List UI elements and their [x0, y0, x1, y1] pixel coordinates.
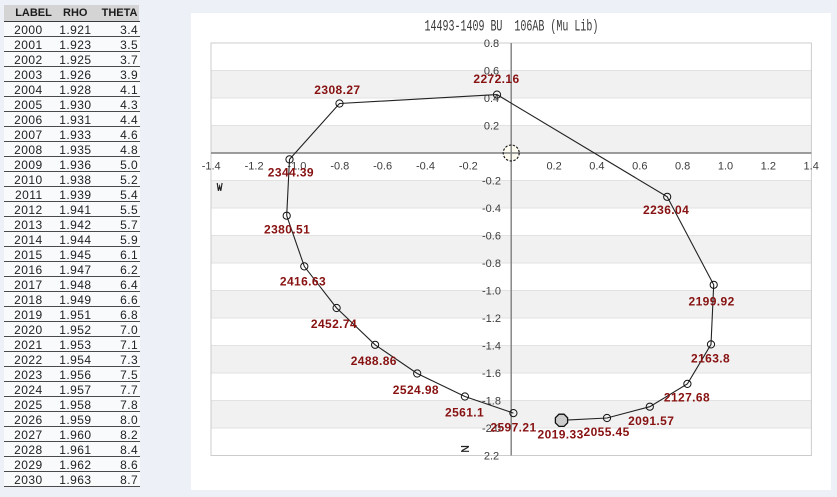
svg-text:2561.1: 2561.1: [445, 406, 484, 420]
svg-text:2163.8: 2163.8: [691, 352, 730, 366]
svg-text:2272.16: 2272.16: [473, 72, 519, 86]
svg-text:0.6: 0.6: [632, 161, 647, 173]
svg-text:0.4: 0.4: [589, 161, 604, 173]
svg-text:2.2: 2.2: [484, 451, 499, 463]
svg-text:-0.8: -0.8: [330, 161, 349, 173]
svg-text:2488.86: 2488.86: [351, 354, 397, 368]
svg-text:2055.45: 2055.45: [584, 425, 630, 439]
svg-text:-0.6: -0.6: [373, 161, 392, 173]
svg-text:-2.0: -2.0: [482, 423, 501, 435]
svg-text:2127.68: 2127.68: [664, 391, 710, 405]
svg-text:2597.21: 2597.21: [490, 421, 536, 435]
svg-text:2091.57: 2091.57: [628, 414, 674, 428]
svg-text:1.4: 1.4: [804, 161, 819, 173]
svg-text:-0.4: -0.4: [416, 161, 435, 173]
svg-text:-1.6: -1.6: [482, 368, 501, 380]
svg-text:0.2: 0.2: [484, 121, 499, 133]
svg-text:-1.0: -1.0: [287, 161, 306, 173]
svg-text:2524.98: 2524.98: [393, 383, 439, 397]
svg-text:0.4: 0.4: [484, 93, 499, 105]
svg-text:0.6: 0.6: [484, 66, 499, 78]
svg-text:-1.2: -1.2: [482, 313, 501, 325]
svg-text:2380.51: 2380.51: [264, 223, 310, 237]
svg-text:-0.2: -0.2: [459, 161, 478, 173]
svg-text:2344.39: 2344.39: [268, 166, 314, 180]
svg-text:-0.2: -0.2: [482, 176, 501, 188]
svg-text:14493-1409 BU 106AB (Mu Lib): 14493-1409 BU 106AB (Mu Lib): [425, 19, 599, 37]
svg-text:2199.92: 2199.92: [689, 295, 735, 309]
svg-text:-0.4: -0.4: [482, 203, 501, 215]
svg-text:0.8: 0.8: [484, 38, 499, 50]
svg-text:-1.4: -1.4: [202, 161, 221, 173]
svg-text:0.8: 0.8: [675, 161, 690, 173]
svg-text:-1.2: -1.2: [245, 161, 264, 173]
svg-text:0.2: 0.2: [546, 161, 561, 173]
svg-text:2236.04: 2236.04: [643, 203, 689, 217]
svg-text:-1.4: -1.4: [482, 341, 501, 353]
svg-text:2019.33: 2019.33: [538, 428, 584, 442]
svg-text:1.0: 1.0: [718, 161, 733, 173]
svg-text:2452.74: 2452.74: [311, 317, 357, 331]
svg-text:2308.27: 2308.27: [314, 83, 360, 97]
svg-text:2416.63: 2416.63: [280, 274, 326, 288]
svg-text:-0.6: -0.6: [482, 231, 501, 243]
svg-text:-1.0: -1.0: [482, 286, 501, 298]
svg-text:1.2: 1.2: [761, 161, 776, 173]
svg-text:-0.8: -0.8: [482, 258, 501, 270]
